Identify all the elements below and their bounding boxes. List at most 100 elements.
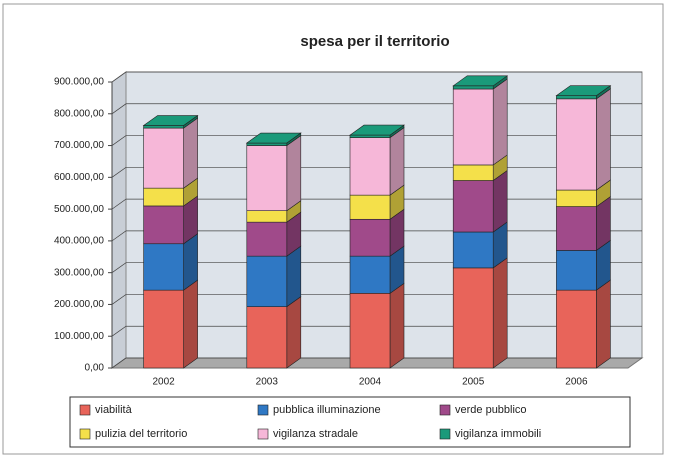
bar-segment — [143, 233, 198, 291]
bar-front — [556, 95, 597, 100]
bar-segment — [143, 117, 198, 189]
bar-segment — [245, 132, 302, 147]
bar-segment — [246, 296, 302, 369]
x-tick-label: 2005 — [462, 377, 485, 388]
bar-segment — [349, 124, 405, 139]
bar-front — [143, 205, 184, 245]
bar-top — [245, 132, 302, 144]
bar-front — [349, 218, 391, 257]
bar-front — [143, 243, 184, 291]
bar-side — [492, 257, 508, 369]
bar-segment — [349, 127, 405, 196]
bar-front — [452, 164, 494, 181]
bar-segment — [452, 257, 508, 369]
bar-side — [286, 296, 302, 369]
x-tick-label: 2004 — [359, 377, 382, 388]
y-tick-label: 600.000,00 — [54, 172, 104, 183]
bar-side — [492, 78, 508, 166]
bar-front — [556, 250, 597, 291]
bar-top — [555, 85, 612, 96]
bar-front — [143, 125, 184, 129]
y-tick-label: 200.000,00 — [54, 299, 104, 310]
bar-front — [556, 189, 597, 207]
side-wall — [111, 71, 127, 369]
legend-label: verde pubblico — [455, 404, 527, 416]
y-tick-label: 100.000,00 — [54, 331, 104, 342]
bar-side — [596, 279, 611, 369]
bar-front — [452, 85, 494, 90]
bar-front — [143, 127, 184, 189]
legend-swatch — [79, 428, 91, 440]
bar-side — [183, 117, 198, 189]
bar-segment — [143, 177, 198, 207]
bar-side — [286, 134, 302, 212]
bar-side — [389, 282, 405, 369]
y-tick-label: 500.000,00 — [54, 204, 104, 215]
bar-segment — [349, 184, 405, 220]
y-tick-label: 300.000,00 — [54, 267, 104, 278]
bar-front — [452, 231, 494, 269]
bar-segment — [555, 85, 612, 100]
legend-swatch — [439, 404, 451, 416]
bar-front — [246, 210, 288, 223]
bar-front — [349, 134, 391, 138]
bar-segment — [452, 75, 509, 90]
bar-front — [246, 221, 288, 257]
bar-side — [389, 127, 405, 196]
y-tick-label: 0,00 — [85, 363, 105, 374]
legend-label: vigilanza immobili — [455, 428, 541, 440]
bar-front — [349, 255, 391, 294]
chart-title: spesa per il territorio — [300, 33, 449, 50]
bar-segment — [246, 211, 302, 257]
legend-label: viabilità — [95, 404, 133, 416]
bar-side — [596, 88, 611, 191]
bar-segment — [142, 114, 199, 129]
bar-segment — [452, 169, 508, 233]
bar-front — [349, 194, 391, 220]
bar-front — [143, 289, 184, 369]
bar-segment — [556, 195, 611, 252]
bar-segment — [452, 78, 508, 166]
y-tick-label: 900.000,00 — [54, 77, 104, 88]
bar-side — [492, 169, 508, 233]
x-tick-label: 2002 — [152, 377, 175, 388]
legend-swatch — [257, 404, 269, 416]
x-tick-label: 2003 — [256, 377, 279, 388]
bar-front — [246, 306, 288, 369]
bar-segment — [556, 179, 611, 208]
bar-segment — [143, 279, 198, 369]
bar-segment — [349, 282, 405, 369]
bar-front — [143, 187, 184, 207]
bar-segment — [556, 279, 611, 369]
bar-front — [556, 98, 597, 191]
bar-side — [286, 245, 302, 308]
legend-box — [69, 396, 631, 448]
legend-swatch — [439, 428, 451, 440]
bar-segment — [556, 239, 611, 291]
legend-label: vigilanza stradale — [273, 428, 358, 440]
grid-line — [111, 71, 642, 83]
bar-front — [246, 142, 288, 146]
bar-segment — [246, 134, 302, 212]
bar-front — [452, 180, 494, 233]
bar-segment — [349, 208, 405, 257]
legend-swatch — [257, 428, 269, 440]
legend-label: pubblica illuminazione — [273, 404, 381, 416]
bar-front — [452, 267, 494, 369]
bar-segment — [452, 221, 508, 269]
bar-front — [556, 289, 597, 369]
bar-segment — [349, 245, 405, 294]
x-tick-label: 2006 — [565, 377, 588, 388]
bar-front — [246, 145, 288, 212]
y-tick-label: 700.000,00 — [54, 140, 104, 151]
bar-top — [452, 75, 509, 87]
bar-side — [183, 279, 198, 369]
legend-label: pulizia del territorio — [95, 428, 187, 440]
bar-front — [349, 137, 391, 196]
bar-top — [349, 124, 405, 136]
bar-front — [452, 88, 494, 166]
bar-front — [246, 255, 288, 307]
y-tick-label: 800.000,00 — [54, 108, 104, 119]
bar-top — [142, 115, 199, 126]
